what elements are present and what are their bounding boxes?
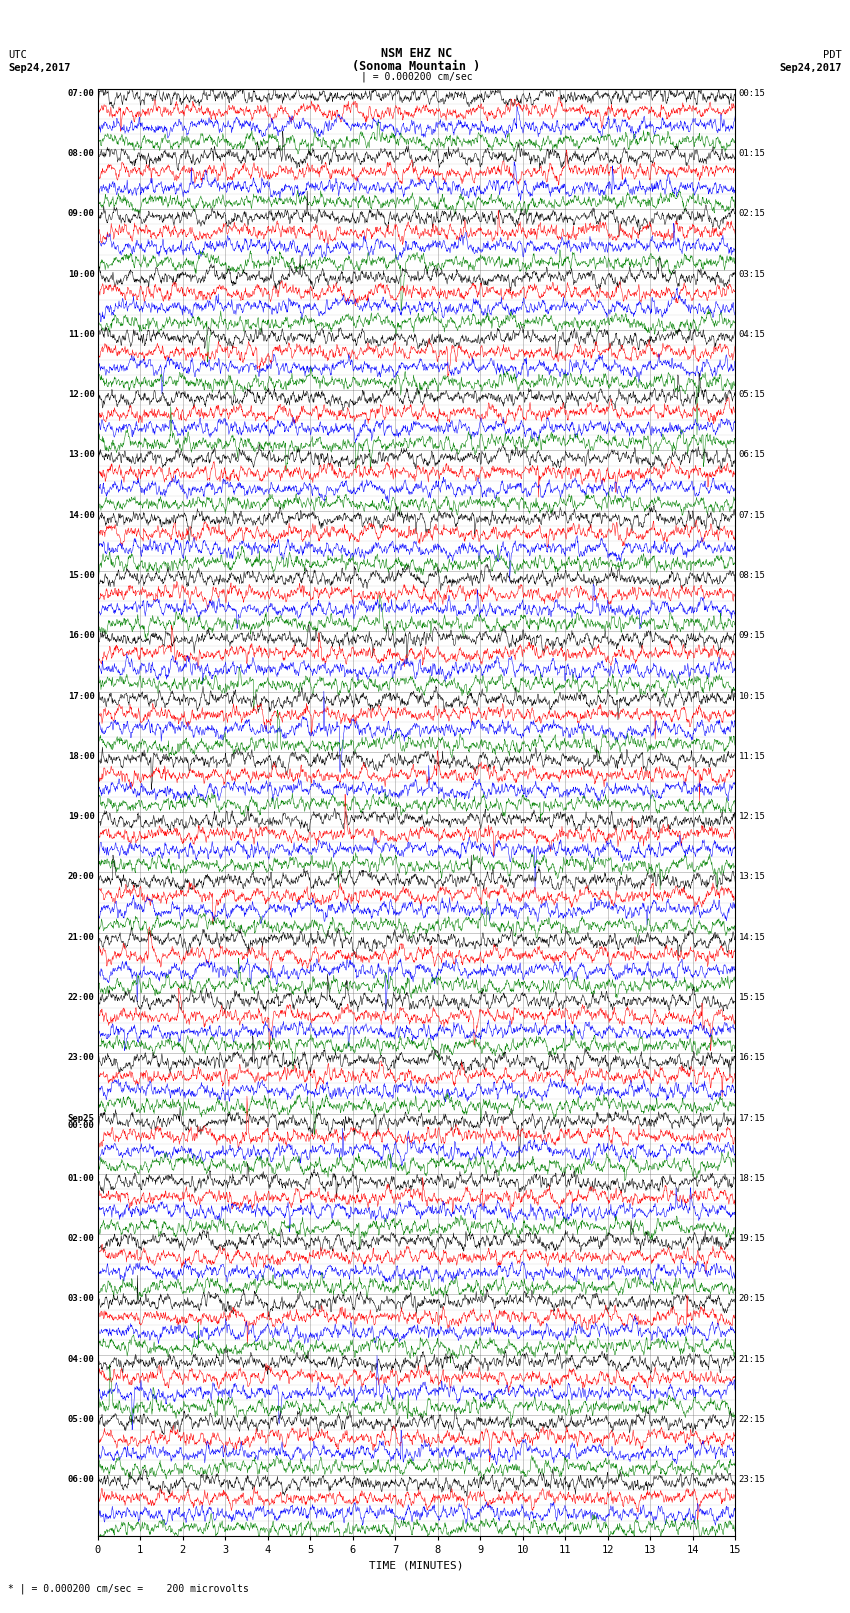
Text: PDT: PDT — [823, 50, 842, 60]
Text: 08:15: 08:15 — [739, 571, 765, 581]
Text: 23:00: 23:00 — [68, 1053, 94, 1063]
Text: 04:00: 04:00 — [68, 1355, 94, 1363]
Text: 03:15: 03:15 — [739, 269, 765, 279]
Text: 08:00: 08:00 — [68, 148, 94, 158]
Text: 00:00: 00:00 — [68, 1121, 94, 1131]
Text: 16:00: 16:00 — [68, 631, 94, 640]
Text: 17:00: 17:00 — [68, 692, 94, 700]
Text: 01:00: 01:00 — [68, 1174, 94, 1182]
Text: 21:00: 21:00 — [68, 932, 94, 942]
Text: 23:15: 23:15 — [739, 1476, 765, 1484]
Text: 05:15: 05:15 — [739, 390, 765, 398]
Text: 03:00: 03:00 — [68, 1294, 94, 1303]
Text: 16:15: 16:15 — [739, 1053, 765, 1063]
Text: * | = 0.000200 cm/sec =    200 microvolts: * | = 0.000200 cm/sec = 200 microvolts — [8, 1582, 249, 1594]
Text: 06:00: 06:00 — [68, 1476, 94, 1484]
Text: NSM EHZ NC: NSM EHZ NC — [381, 47, 452, 60]
Text: 21:15: 21:15 — [739, 1355, 765, 1363]
Text: 13:00: 13:00 — [68, 450, 94, 460]
Text: | = 0.000200 cm/sec: | = 0.000200 cm/sec — [360, 71, 473, 82]
Text: 20:15: 20:15 — [739, 1294, 765, 1303]
Text: 22:00: 22:00 — [68, 994, 94, 1002]
Text: 04:15: 04:15 — [739, 331, 765, 339]
Text: 02:15: 02:15 — [739, 210, 765, 218]
Text: 01:15: 01:15 — [739, 148, 765, 158]
Text: 10:00: 10:00 — [68, 269, 94, 279]
Text: Sep24,2017: Sep24,2017 — [779, 63, 842, 73]
Text: Sep25: Sep25 — [68, 1113, 94, 1123]
Text: 15:15: 15:15 — [739, 994, 765, 1002]
Text: 13:15: 13:15 — [739, 873, 765, 881]
Text: 22:15: 22:15 — [739, 1415, 765, 1424]
Text: 19:15: 19:15 — [739, 1234, 765, 1244]
Text: 14:00: 14:00 — [68, 511, 94, 519]
Text: 02:00: 02:00 — [68, 1234, 94, 1244]
Text: 09:00: 09:00 — [68, 210, 94, 218]
Text: 00:15: 00:15 — [739, 89, 765, 98]
Text: 18:00: 18:00 — [68, 752, 94, 761]
Text: 07:15: 07:15 — [739, 511, 765, 519]
Text: (Sonoma Mountain ): (Sonoma Mountain ) — [353, 60, 480, 73]
Text: 11:00: 11:00 — [68, 331, 94, 339]
Text: 09:15: 09:15 — [739, 631, 765, 640]
Text: 07:00: 07:00 — [68, 89, 94, 98]
Text: 06:15: 06:15 — [739, 450, 765, 460]
Text: 12:00: 12:00 — [68, 390, 94, 398]
X-axis label: TIME (MINUTES): TIME (MINUTES) — [369, 1560, 464, 1569]
Text: 15:00: 15:00 — [68, 571, 94, 581]
Text: 18:15: 18:15 — [739, 1174, 765, 1182]
Text: 11:15: 11:15 — [739, 752, 765, 761]
Text: 17:15: 17:15 — [739, 1113, 765, 1123]
Text: Sep24,2017: Sep24,2017 — [8, 63, 71, 73]
Text: 05:00: 05:00 — [68, 1415, 94, 1424]
Text: 10:15: 10:15 — [739, 692, 765, 700]
Text: 19:00: 19:00 — [68, 813, 94, 821]
Text: UTC: UTC — [8, 50, 27, 60]
Text: 20:00: 20:00 — [68, 873, 94, 881]
Text: 12:15: 12:15 — [739, 813, 765, 821]
Text: 14:15: 14:15 — [739, 932, 765, 942]
